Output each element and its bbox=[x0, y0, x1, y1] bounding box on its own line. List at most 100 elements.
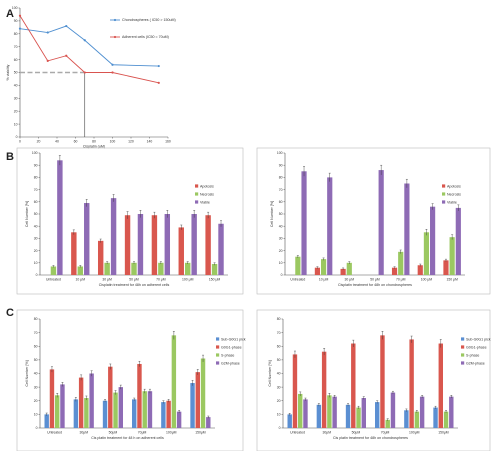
panel-letter-c: C bbox=[6, 307, 14, 319]
b2-legend-swatch-1 bbox=[442, 192, 446, 196]
c1-legend-swatch-2 bbox=[216, 353, 220, 357]
b2-bar bbox=[423, 232, 430, 275]
c2-y-tick-label: 50 bbox=[277, 358, 281, 362]
c2-category-label: Untreated bbox=[290, 431, 305, 435]
b1-bar bbox=[71, 232, 77, 275]
b1-y-tick-label: 20 bbox=[34, 249, 38, 253]
b1-bar bbox=[104, 262, 110, 275]
c2-bar bbox=[385, 419, 390, 428]
c1-y-tick-label: 80 bbox=[34, 317, 38, 321]
c1-bar bbox=[73, 399, 79, 428]
a-data-point bbox=[111, 71, 114, 74]
a-x-tick-label: 40 bbox=[55, 140, 59, 144]
c2-legend-label-3: G2M-phase bbox=[466, 361, 485, 365]
b2-category-label: Untreated bbox=[290, 278, 305, 282]
c1-y-axis-title: Cell Number [%] bbox=[25, 360, 29, 386]
c2-y-tick-label: 0 bbox=[279, 426, 281, 430]
a-data-point bbox=[65, 24, 68, 28]
c1-category-label: Untreated bbox=[47, 431, 62, 435]
b1-legend-label-0: Apotosis bbox=[200, 184, 214, 188]
c2-y-tick-label: 10 bbox=[277, 413, 281, 417]
b1-category-label: 10 μM bbox=[76, 278, 86, 282]
b1-bar bbox=[84, 203, 90, 275]
c2-legend-swatch-0 bbox=[461, 337, 465, 341]
a-y-tick-label: 90 bbox=[14, 19, 18, 23]
a-series-line-0 bbox=[19, 25, 159, 67]
a-y-tick-label: 30 bbox=[14, 97, 18, 101]
b2-y-tick-label: 50 bbox=[279, 212, 283, 216]
panel-letter-b: B bbox=[6, 151, 14, 163]
a-y-tick-label: 60 bbox=[14, 58, 18, 62]
c2-y-tick-label: 80 bbox=[277, 317, 281, 321]
c2-panel-frame bbox=[256, 309, 491, 451]
a-x-axis-title: Cisplatin (uM) bbox=[83, 145, 105, 149]
c2-bar bbox=[433, 407, 438, 428]
a-legend-label-0: Chondrospheres ( IC50 > 150uM) bbox=[122, 18, 176, 22]
a-x-tick-label: 120 bbox=[128, 140, 134, 144]
b2-bar bbox=[398, 251, 404, 275]
b1-y-tick-label: 90 bbox=[34, 163, 38, 167]
b2-bar bbox=[340, 268, 346, 275]
c1-bar bbox=[161, 402, 166, 428]
b2-bar bbox=[449, 237, 455, 275]
b2-legend-label-2: Viable bbox=[447, 200, 457, 204]
c1-bar bbox=[137, 363, 142, 428]
b1-bar bbox=[164, 214, 171, 275]
b1-y-tick-label: 70 bbox=[34, 188, 38, 192]
c2-category-label: 100μM bbox=[409, 431, 420, 435]
b1-bar bbox=[218, 223, 224, 275]
cell-cycle-chondrospheres-bar-chart: 0 10 20 30 40 50 60 70 80 Untreated 30μM 50μM 70μM 10… bbox=[256, 309, 491, 451]
c2-bar bbox=[438, 343, 443, 428]
c2-bar bbox=[380, 335, 385, 428]
cell-cycle-adherent-bar-chart: 0 10 20 30 40 50 60 70 80 Untreated 30μM 50μM 70μM 10… bbox=[16, 309, 246, 451]
b1-y-axis-title: Cell Number [%] bbox=[25, 201, 29, 227]
b1-legend-swatch-1 bbox=[195, 192, 199, 196]
b1-bar bbox=[137, 214, 144, 275]
c1-panel-frame bbox=[16, 309, 244, 451]
b1-legend-swatch-2 bbox=[195, 200, 199, 204]
a-data-point bbox=[46, 31, 49, 34]
b2-y-tick-label: 10 bbox=[279, 261, 283, 265]
c1-category-label: 100μM bbox=[166, 431, 177, 435]
apoptosis-chondrospheres-bar-chart: 0 10 20 30 40 50 60 70 80 90 100 Untreated 10 μM 30 μ… bbox=[256, 147, 491, 295]
c1-y-tick-label: 70 bbox=[34, 331, 38, 335]
c1-legend-label-3: G2M-phase bbox=[221, 361, 240, 365]
c2-bar bbox=[414, 411, 420, 428]
b1-legend-label-2: Viable bbox=[200, 200, 210, 204]
c2-x-axis-title: Cis platin treatment for 48h on chondros… bbox=[333, 436, 408, 440]
b1-category-label: 30 μM bbox=[102, 278, 112, 282]
c1-bar bbox=[55, 395, 60, 428]
c1-bar bbox=[78, 377, 84, 428]
b2-panel-frame bbox=[256, 147, 491, 295]
c2-bar bbox=[361, 398, 366, 428]
b2-bar bbox=[346, 262, 352, 275]
b1-y-tick-label: 30 bbox=[34, 237, 38, 241]
c2-y-tick-label: 60 bbox=[277, 344, 281, 348]
a-y-tick-label: 40 bbox=[14, 84, 18, 88]
c2-category-label: 30μM bbox=[322, 431, 331, 435]
b2-y-tick-label: 100 bbox=[277, 151, 283, 155]
b2-category-label: 50 μM bbox=[370, 278, 380, 282]
c2-bar bbox=[298, 393, 303, 428]
b1-y-tick-label: 60 bbox=[34, 200, 38, 204]
c1-bar bbox=[49, 369, 55, 428]
apoptosis-adherent-bar-chart: 0 10 20 30 40 50 60 70 80 90 100 Untreated 10 μM 30 μ… bbox=[16, 147, 244, 295]
c1-y-tick-label: 10 bbox=[34, 413, 38, 417]
b2-bar bbox=[314, 267, 320, 275]
c1-bar bbox=[206, 417, 211, 428]
c1-bar bbox=[89, 373, 94, 428]
b2-bar bbox=[301, 171, 307, 275]
b2-category-label: 30 μM bbox=[345, 278, 355, 282]
c1-bar bbox=[113, 392, 118, 428]
b1-bar bbox=[178, 227, 184, 275]
c1-category-label: 150μM bbox=[195, 431, 206, 435]
a-x-tick-label: 100 bbox=[110, 140, 116, 144]
c2-bar bbox=[351, 343, 356, 428]
c2-bar bbox=[404, 410, 409, 428]
c1-category-label: 50μM bbox=[109, 431, 118, 435]
b1-category-label: Untreated bbox=[46, 278, 61, 282]
a-data-point bbox=[157, 81, 160, 84]
b1-legend-swatch-0 bbox=[195, 184, 199, 188]
b1-y-tick-label: 0 bbox=[36, 273, 38, 277]
b2-category-label: 150 μM bbox=[446, 278, 458, 282]
